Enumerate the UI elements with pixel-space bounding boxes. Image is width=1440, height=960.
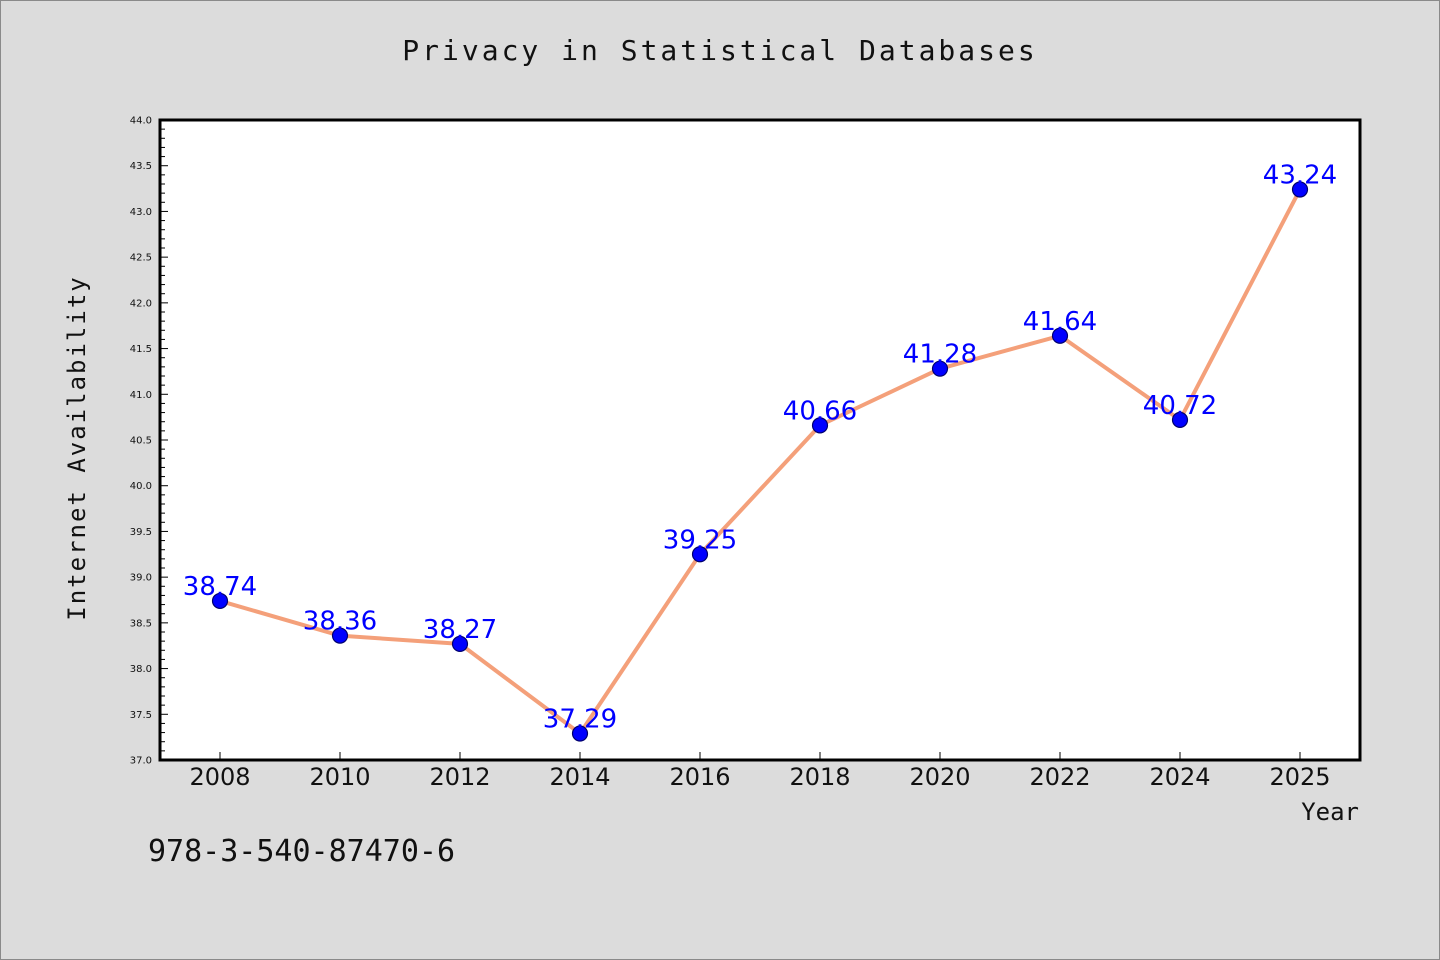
data-point	[1051, 327, 1069, 344]
data-point	[451, 635, 469, 652]
y-tick-label: 39.0	[130, 573, 152, 584]
data-point	[331, 627, 349, 644]
data-point	[1171, 411, 1189, 428]
y-tick-label: 37.0	[130, 756, 152, 767]
x-tick-label: 2024	[1149, 763, 1210, 791]
y-tick-label: 38.0	[130, 664, 152, 675]
x-tick-label: 2018	[789, 763, 850, 791]
x-tick-label: 2012	[429, 763, 490, 791]
series-layer: 38.74 38.36 38.27 37.29 39.25 40.66 41.28 41.64…	[183, 160, 1337, 742]
y-axis: 37.0 37.5 38.0 38.5 39.0 39.5 40.0 40.5 41.0 41.5…	[130, 116, 168, 767]
isbn-label: 978-3-540-87470-6	[148, 834, 456, 869]
data-label: 39.25	[663, 525, 737, 555]
x-tick-label: 2010	[309, 763, 370, 791]
y-tick-label: 41.0	[130, 390, 152, 401]
data-label: 40.72	[1143, 391, 1217, 421]
data-point	[1291, 181, 1309, 198]
y-tick-label: 39.5	[130, 527, 152, 538]
data-point	[931, 360, 949, 377]
y-tick-label: 38.5	[130, 618, 152, 629]
chart-title: Privacy in Statistical Databases	[402, 34, 1038, 67]
x-tick-label: 2020	[909, 763, 970, 791]
x-axis-label: Year	[1301, 798, 1359, 826]
y-tick-label: 42.5	[130, 253, 152, 264]
data-label: 41.28	[903, 340, 977, 370]
y-tick-label: 41.5	[130, 344, 152, 355]
x-tick-label: 2025	[1269, 763, 1330, 791]
x-tick-label: 2016	[669, 763, 730, 791]
x-tick-label: 2008	[189, 763, 250, 791]
y-tick-label: 42.0	[130, 298, 152, 309]
data-point	[691, 546, 709, 563]
y-tick-label: 40.5	[130, 436, 152, 447]
data-label: 41.64	[1023, 307, 1097, 337]
data-label: 37.29	[543, 704, 617, 734]
x-axis: 2008 2010 2012 2014 2016 2018 2020 2022 2024 2025	[189, 752, 1331, 791]
y-axis-label: Internet Availability	[63, 275, 91, 620]
data-label: 43.24	[1263, 160, 1337, 190]
y-tick-label: 40.0	[130, 481, 152, 492]
series-line	[218, 187, 1302, 736]
y-tick-label: 37.5	[130, 710, 152, 721]
x-tick-label: 2014	[549, 763, 610, 791]
data-label: 40.66	[783, 396, 857, 426]
data-label: 38.74	[183, 572, 257, 602]
data-label: 38.27	[423, 615, 497, 645]
y-tick-label: 43.0	[130, 207, 152, 218]
data-label: 38.36	[303, 607, 377, 637]
x-tick-label: 2022	[1029, 763, 1090, 791]
data-point	[811, 417, 829, 434]
y-tick-label: 44.0	[130, 116, 152, 127]
data-point	[211, 592, 229, 610]
y-tick-label: 43.5	[130, 161, 152, 172]
plot-area	[158, 118, 1362, 762]
data-point	[571, 725, 589, 742]
